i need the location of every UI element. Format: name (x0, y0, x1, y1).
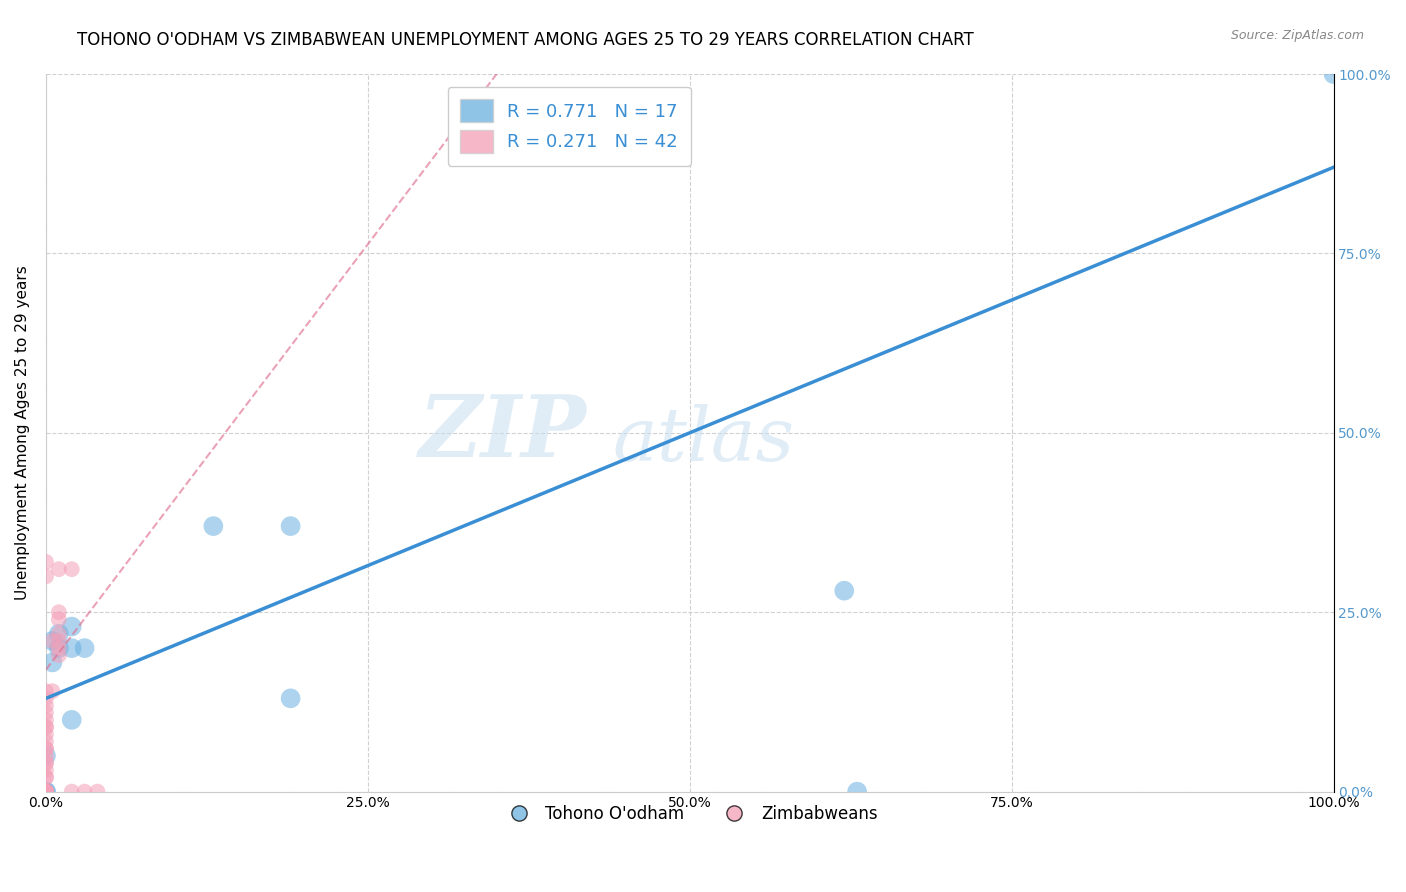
Point (35, 756, 58, 770)
Text: TOHONO O'ODHAM VS ZIMBABWEAN UNEMPLOYMENT AMONG AGES 25 TO 29 YEARS CORRELATION : TOHONO O'ODHAM VS ZIMBABWEAN UNEMPLOYMEN… (77, 31, 974, 49)
Point (41, 684, 63, 698)
Point (41, 634, 63, 648)
Point (48, 605, 70, 619)
Point (35, 720, 58, 734)
Text: ZIP: ZIP (419, 391, 586, 475)
Point (35, 734, 58, 748)
Point (35, 756, 58, 770)
Y-axis label: Unemployment Among Ages 25 to 29 years: Unemployment Among Ages 25 to 29 years (15, 266, 30, 600)
Point (35, 784, 58, 798)
Point (35, 784, 58, 798)
Point (35, 784, 58, 798)
Point (73, 641, 96, 656)
Point (48, 626, 70, 640)
Point (60, 562, 83, 576)
Text: atlas: atlas (613, 404, 794, 476)
Point (48, 641, 70, 656)
Point (35, 784, 58, 798)
Point (846, 784, 869, 798)
Point (280, 691, 302, 706)
Point (35, 720, 58, 734)
Point (35, 763, 58, 777)
Point (35, 784, 58, 798)
Point (35, 691, 58, 706)
Point (48, 562, 70, 576)
Point (35, 741, 58, 756)
Point (35, 569, 58, 583)
Point (35, 706, 58, 720)
Point (35, 748, 58, 763)
Point (41, 634, 63, 648)
Point (48, 634, 70, 648)
Point (60, 641, 83, 656)
Point (35, 784, 58, 798)
Point (35, 784, 58, 798)
Point (832, 583, 855, 598)
Point (35, 784, 58, 798)
Point (35, 713, 58, 727)
Point (35, 784, 58, 798)
Point (35, 770, 58, 784)
Point (35, 698, 58, 713)
Point (35, 741, 58, 756)
Point (60, 619, 83, 633)
Point (1322, 67, 1344, 81)
Point (35, 770, 58, 784)
Point (35, 784, 58, 798)
Point (35, 748, 58, 763)
Legend: Tohono O'odham, Zimbabweans: Tohono O'odham, Zimbabweans (495, 798, 884, 830)
Point (60, 713, 83, 727)
Point (35, 555, 58, 569)
Point (35, 784, 58, 798)
Point (48, 648, 70, 663)
Point (35, 784, 58, 798)
Point (280, 519, 302, 533)
Point (202, 519, 225, 533)
Point (41, 656, 63, 670)
Point (48, 641, 70, 656)
Point (73, 784, 96, 798)
Point (48, 626, 70, 640)
Point (86, 784, 108, 798)
Point (35, 727, 58, 741)
Text: Source: ZipAtlas.com: Source: ZipAtlas.com (1230, 29, 1364, 42)
Point (48, 612, 70, 626)
Point (60, 784, 83, 798)
Point (35, 684, 58, 698)
